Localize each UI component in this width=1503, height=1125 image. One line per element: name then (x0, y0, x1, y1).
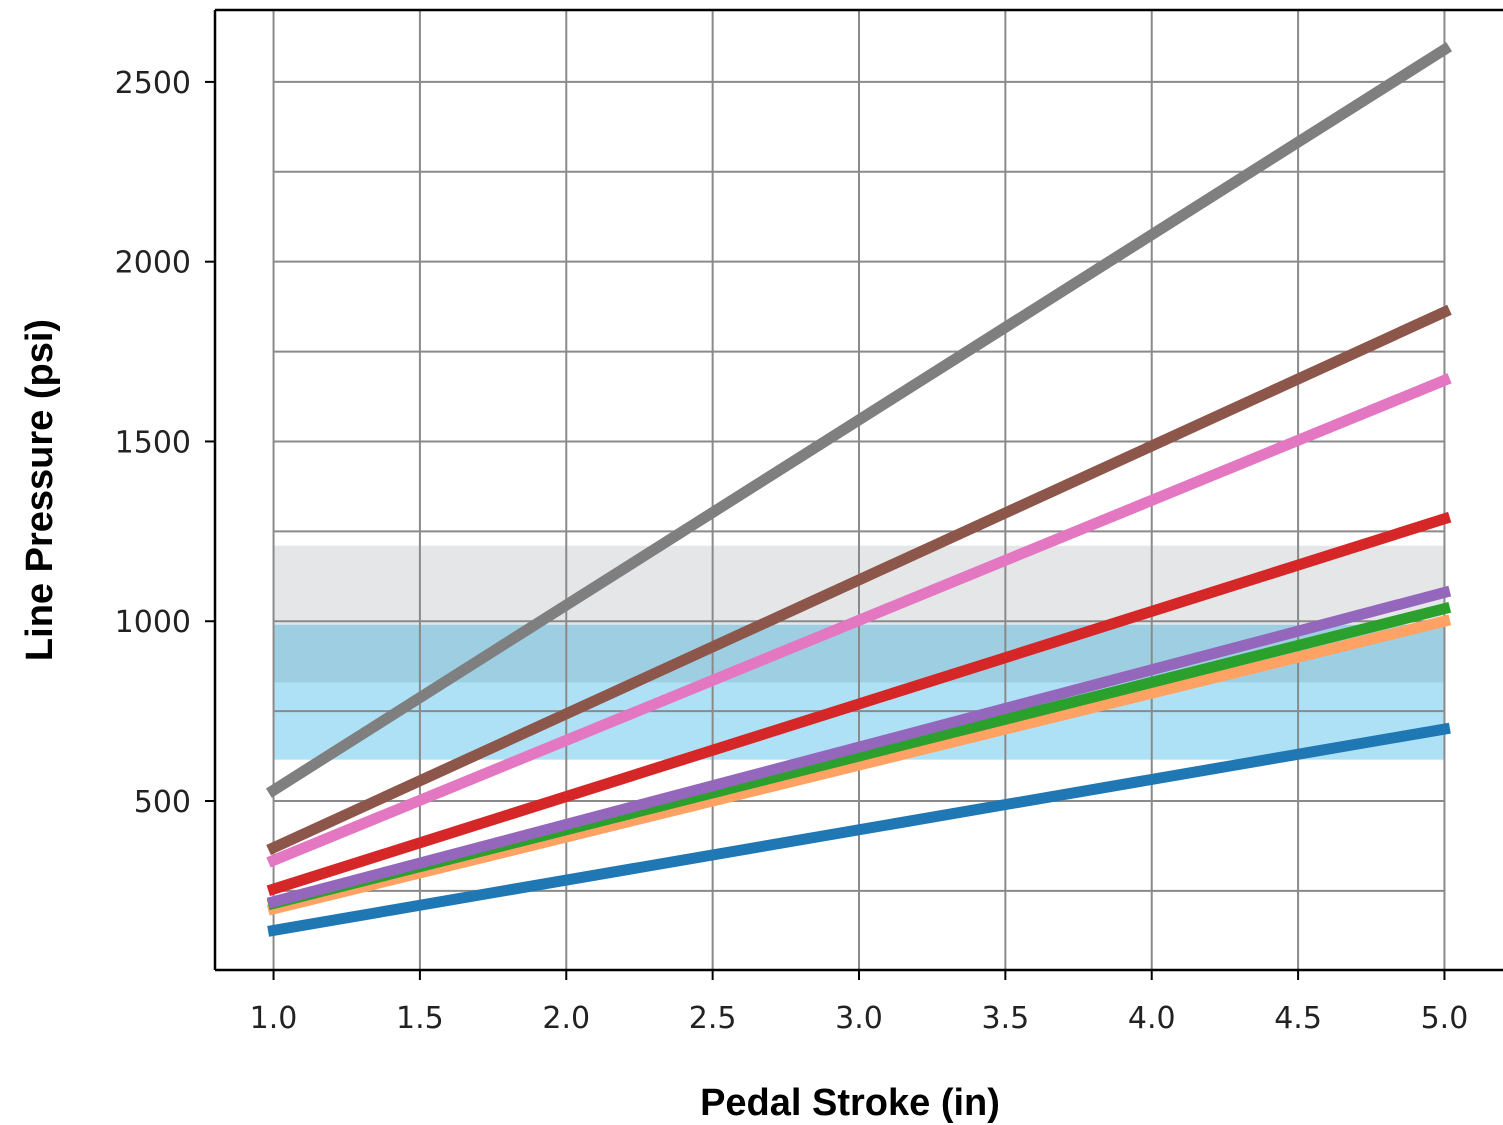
x-tick-label-2: 2.0 (542, 1001, 590, 1036)
x-axis-label: Pedal Stroke (in) (700, 1082, 1000, 1124)
y-axis-ticks: 500 1000 1500 2000 2500 (115, 66, 215, 820)
grid (272, 10, 1446, 970)
x-tick-label-1: 1.5 (396, 1001, 444, 1036)
y-axis-label: Line Pressure (psi) (19, 319, 61, 661)
series-line-7 (265, 41, 1453, 798)
x-tick-label-0: 1.0 (250, 1001, 298, 1036)
series-line-1 (266, 614, 1452, 916)
series-line-3 (266, 585, 1452, 909)
series-line-4 (266, 511, 1452, 897)
x-tick-label-8: 5.0 (1421, 1001, 1469, 1036)
x-tick-label-4: 3.0 (835, 1001, 883, 1036)
x-tick-label-7: 4.5 (1274, 1001, 1322, 1036)
y-tick-label-4: 2500 (115, 66, 191, 101)
x-tick-label-6: 4.0 (1128, 1001, 1176, 1036)
series-line-0 (267, 722, 1451, 937)
series-line-5 (266, 373, 1452, 868)
y-tick-label-0: 500 (134, 785, 191, 820)
y-tick-label-1: 1000 (115, 605, 191, 640)
x-tick-label-5: 3.5 (982, 1001, 1030, 1036)
x-axis-ticks: 1.0 1.5 2.0 2.5 3.0 3.5 4.0 4.5 5.0 (250, 970, 1469, 1036)
series-line-6 (266, 304, 1452, 856)
y-tick-label-3: 2000 (115, 246, 191, 281)
series-lines (265, 41, 1453, 937)
y-tick-label-2: 1500 (115, 425, 191, 460)
x-tick-label-3: 2.5 (689, 1001, 737, 1036)
